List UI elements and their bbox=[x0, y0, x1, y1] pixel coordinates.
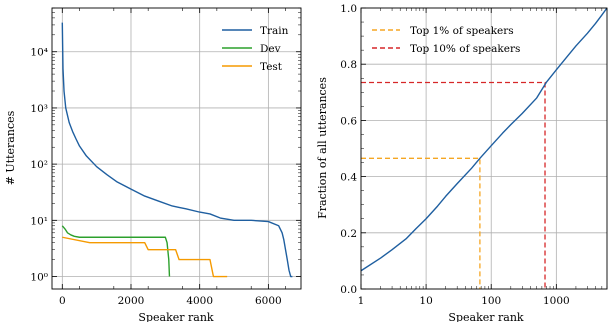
left-x-tick-label: 6000 bbox=[255, 295, 282, 307]
left-series bbox=[61, 22, 293, 278]
right-legend: Top 1% of speakers Top 10% of speakers bbox=[372, 25, 520, 55]
right-y-tick-label: 0.4 bbox=[340, 172, 357, 184]
cumulative-fraction-line bbox=[361, 8, 607, 272]
left-y-axis-label: # Utterances bbox=[4, 110, 17, 185]
right-x-tick-label: 1 bbox=[358, 295, 365, 307]
right-y-tick-label: 0.6 bbox=[340, 115, 357, 127]
cumulative-fraction-chart: 1 10 100 1000 0.0 0.2 0.4 0.6 0.8 1.0 Speaker ran… bbox=[316, 3, 608, 322]
left-y-tick-label: 10¹ bbox=[30, 215, 48, 227]
series-line-train bbox=[61, 22, 293, 278]
right-x-tick-label: 100 bbox=[481, 295, 501, 307]
right-x-tick-label: 1000 bbox=[543, 295, 570, 307]
legend-dev-label: Dev bbox=[260, 43, 281, 55]
series-line-dev bbox=[61, 225, 171, 277]
left-ticks: 0 2000 4000 6000 10⁰ 10¹ 10² 10³ 10⁴ bbox=[30, 7, 301, 307]
left-x-axis-label: Speaker rank bbox=[138, 311, 213, 322]
left-x-tick-label: 2000 bbox=[118, 295, 145, 307]
right-x-tick-label: 10 bbox=[419, 295, 432, 307]
left-y-tick-label: 10² bbox=[30, 159, 48, 171]
right-y-tick-label: 0.2 bbox=[340, 228, 357, 240]
right-series bbox=[361, 8, 607, 289]
right-y-tick-label: 0.8 bbox=[340, 59, 357, 71]
right-y-axis-label: Fraction of all utterances bbox=[316, 77, 329, 219]
legend-test-label: Test bbox=[260, 61, 283, 73]
legend-train-label: Train bbox=[260, 25, 289, 37]
left-plot-frame bbox=[51, 7, 302, 290]
left-x-tick-label: 4000 bbox=[186, 295, 213, 307]
right-y-tick-label: 1.0 bbox=[340, 3, 357, 15]
left-y-tick-label: 10⁰ bbox=[30, 272, 48, 284]
right-x-axis-label: Speaker rank bbox=[448, 311, 523, 322]
left-x-tick-label: 0 bbox=[59, 295, 66, 307]
top10-reference-line bbox=[361, 81, 546, 289]
right-y-tick-label: 0.0 bbox=[340, 284, 357, 296]
left-y-tick-label: 10⁴ bbox=[30, 47, 48, 59]
left-legend: Train Dev Test bbox=[222, 25, 289, 73]
utterances-per-speaker-chart: 0 2000 4000 6000 10⁰ 10¹ 10² 10³ 10⁴ Speaker ran… bbox=[4, 7, 302, 322]
series-line-test bbox=[62, 236, 228, 278]
left-y-tick-label: 10³ bbox=[30, 103, 48, 115]
right-ticks: 1 10 100 1000 0.0 0.2 0.4 0.6 0.8 1.0 bbox=[340, 3, 608, 307]
legend-top10-label: Top 10% of speakers bbox=[410, 43, 520, 55]
legend-top1-label: Top 1% of speakers bbox=[410, 25, 514, 37]
